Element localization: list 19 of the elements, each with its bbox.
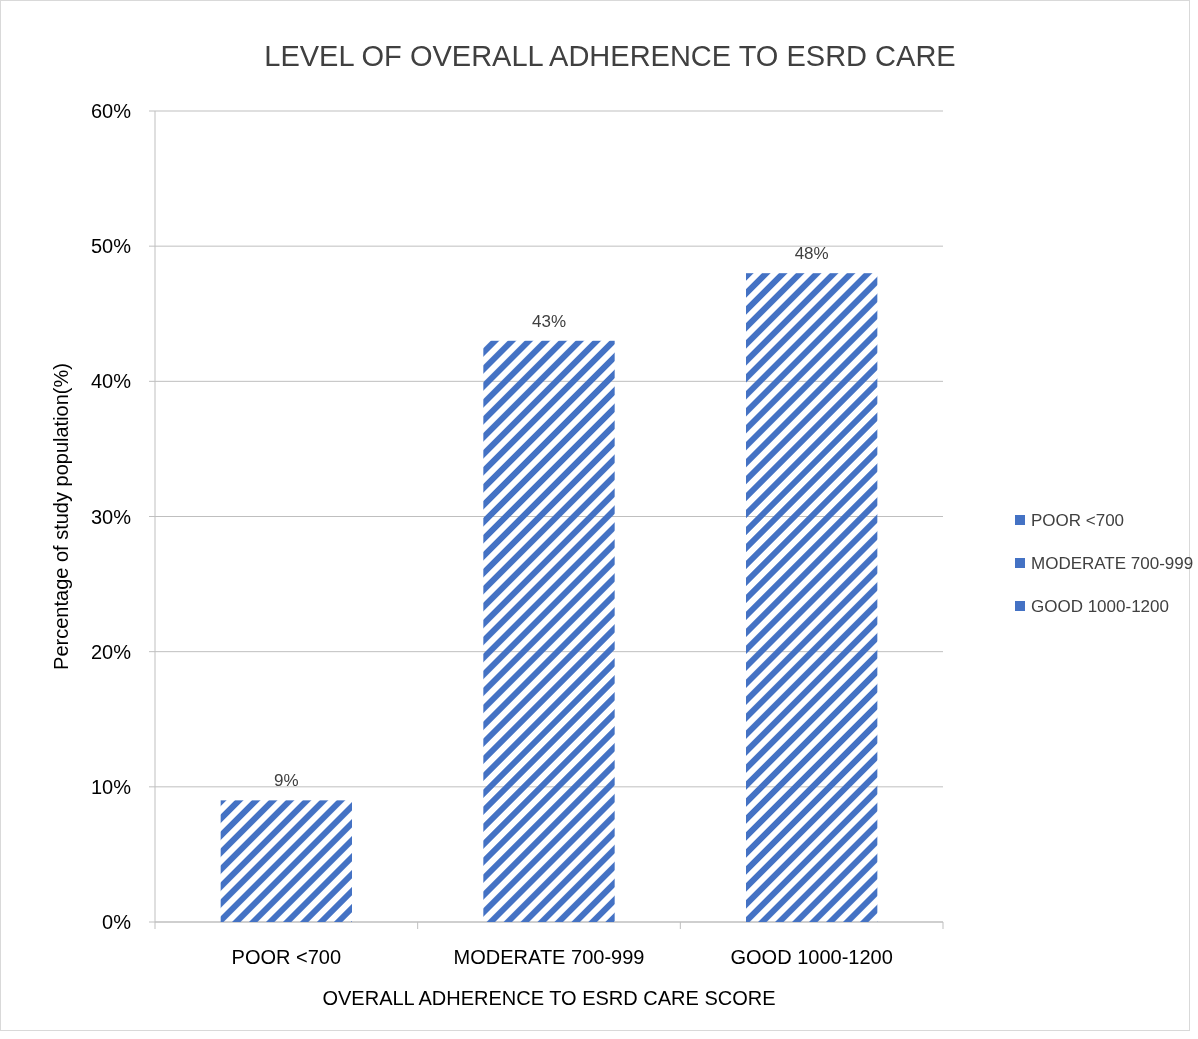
data-label: 48% [794, 244, 829, 264]
legend-label: POOR <700 [1031, 510, 1125, 530]
y-tick-label: 10% [90, 775, 132, 798]
x-tick-label: POOR <700 [231, 946, 342, 968]
x-tick-label: GOOD 1000-1200 [730, 946, 893, 968]
data-label: 9% [274, 771, 299, 791]
legend-label: MODERATE 700-999 [1031, 553, 1194, 573]
data-label: 43% [531, 311, 567, 331]
y-tick-label: 0% [102, 911, 132, 933]
y-tick-label: 30% [90, 505, 132, 528]
y-tick-label: 20% [90, 640, 132, 663]
x-axis-title: OVERALL ADHERENCE TO ESRD CARE SCORE [322, 987, 776, 1009]
y-axis-title: Percentage of study population(%) [50, 363, 72, 670]
y-tick-label: 60% [90, 100, 132, 122]
chart-title: LEVEL OF OVERALL ADHERENCE TO ESRD CARE [264, 40, 956, 72]
y-tick-label: 40% [90, 370, 132, 393]
x-tick-label: MODERATE 700-999 [453, 946, 645, 968]
legend-label: GOOD 1000-1200 [1031, 596, 1169, 616]
y-tick-label: 50% [90, 235, 132, 258]
